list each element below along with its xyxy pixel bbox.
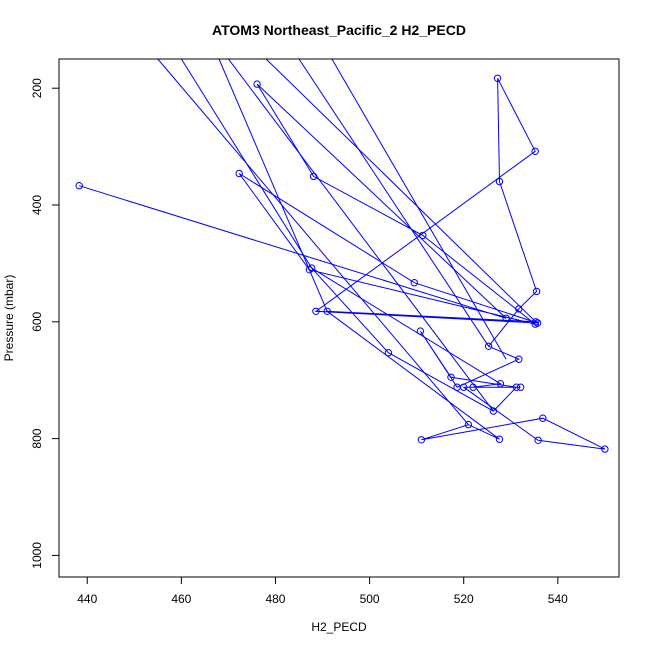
y-tick-label: 1000: [30, 542, 44, 569]
x-tick-label: 500: [360, 592, 380, 606]
chart-title: ATOM3 Northeast_Pacific_2 H2_PECD: [212, 22, 466, 38]
plot-frame: [58, 58, 620, 578]
data-point: [515, 305, 523, 313]
data-point: [312, 307, 320, 315]
data-point: [308, 264, 316, 272]
series-line: [79, 78, 606, 450]
data-point: [484, 342, 493, 350]
data-point: [419, 231, 427, 240]
data-point: [489, 407, 498, 415]
x-axis: 440 460 480 500 520 540: [77, 576, 568, 606]
series-line-segment: [298, 59, 490, 347]
data-point: [515, 355, 523, 363]
data-point: [601, 445, 609, 453]
data-point: [75, 182, 83, 190]
series-line-segment: [218, 59, 328, 312]
data-point: [532, 287, 541, 296]
data-point: [464, 420, 473, 429]
data-point: [531, 147, 539, 156]
data-point: [469, 383, 477, 391]
data-point: [410, 279, 418, 287]
series-line-segment: [180, 59, 313, 269]
data-point: [532, 318, 540, 326]
data-point: [533, 319, 542, 327]
y-axis-label: Pressure (mbar): [2, 275, 16, 362]
data-point: [460, 383, 468, 391]
y-tick-label: 800: [30, 428, 44, 448]
data-point: [495, 435, 504, 443]
series-points: [75, 74, 609, 453]
data-point: [447, 373, 455, 381]
series-line-segment: [265, 59, 537, 323]
series-line-segment: [228, 59, 494, 412]
data-point: [417, 436, 426, 444]
series-line-segment: [157, 59, 469, 425]
data-point: [502, 314, 510, 322]
y-tick-label: 600: [30, 311, 44, 331]
x-tick-label: 440: [77, 592, 97, 606]
data-point: [539, 414, 547, 422]
data-point: [309, 172, 318, 181]
data-point: [323, 307, 331, 315]
data-point: [305, 266, 314, 274]
x-tick-label: 460: [171, 592, 191, 606]
x-tick-label: 520: [454, 592, 474, 606]
y-tick-label: 400: [30, 195, 44, 215]
data-point: [512, 383, 521, 391]
data-point: [516, 383, 525, 391]
y-axis: 200 400 600 800 1000: [30, 78, 60, 569]
data-point: [534, 436, 542, 444]
series-lines: [79, 59, 606, 450]
series-line-segment: [331, 59, 507, 360]
x-tick-label: 480: [265, 592, 285, 606]
data-point: [416, 327, 425, 335]
x-axis-label: H2_PECD: [311, 620, 367, 634]
x-tick-label: 540: [548, 592, 568, 606]
data-point: [253, 80, 261, 88]
data-point: [495, 177, 504, 186]
data-point: [384, 349, 393, 357]
y-tick-label: 200: [30, 78, 44, 98]
data-point: [493, 74, 502, 83]
data-point: [235, 169, 243, 178]
data-point: [496, 380, 505, 388]
